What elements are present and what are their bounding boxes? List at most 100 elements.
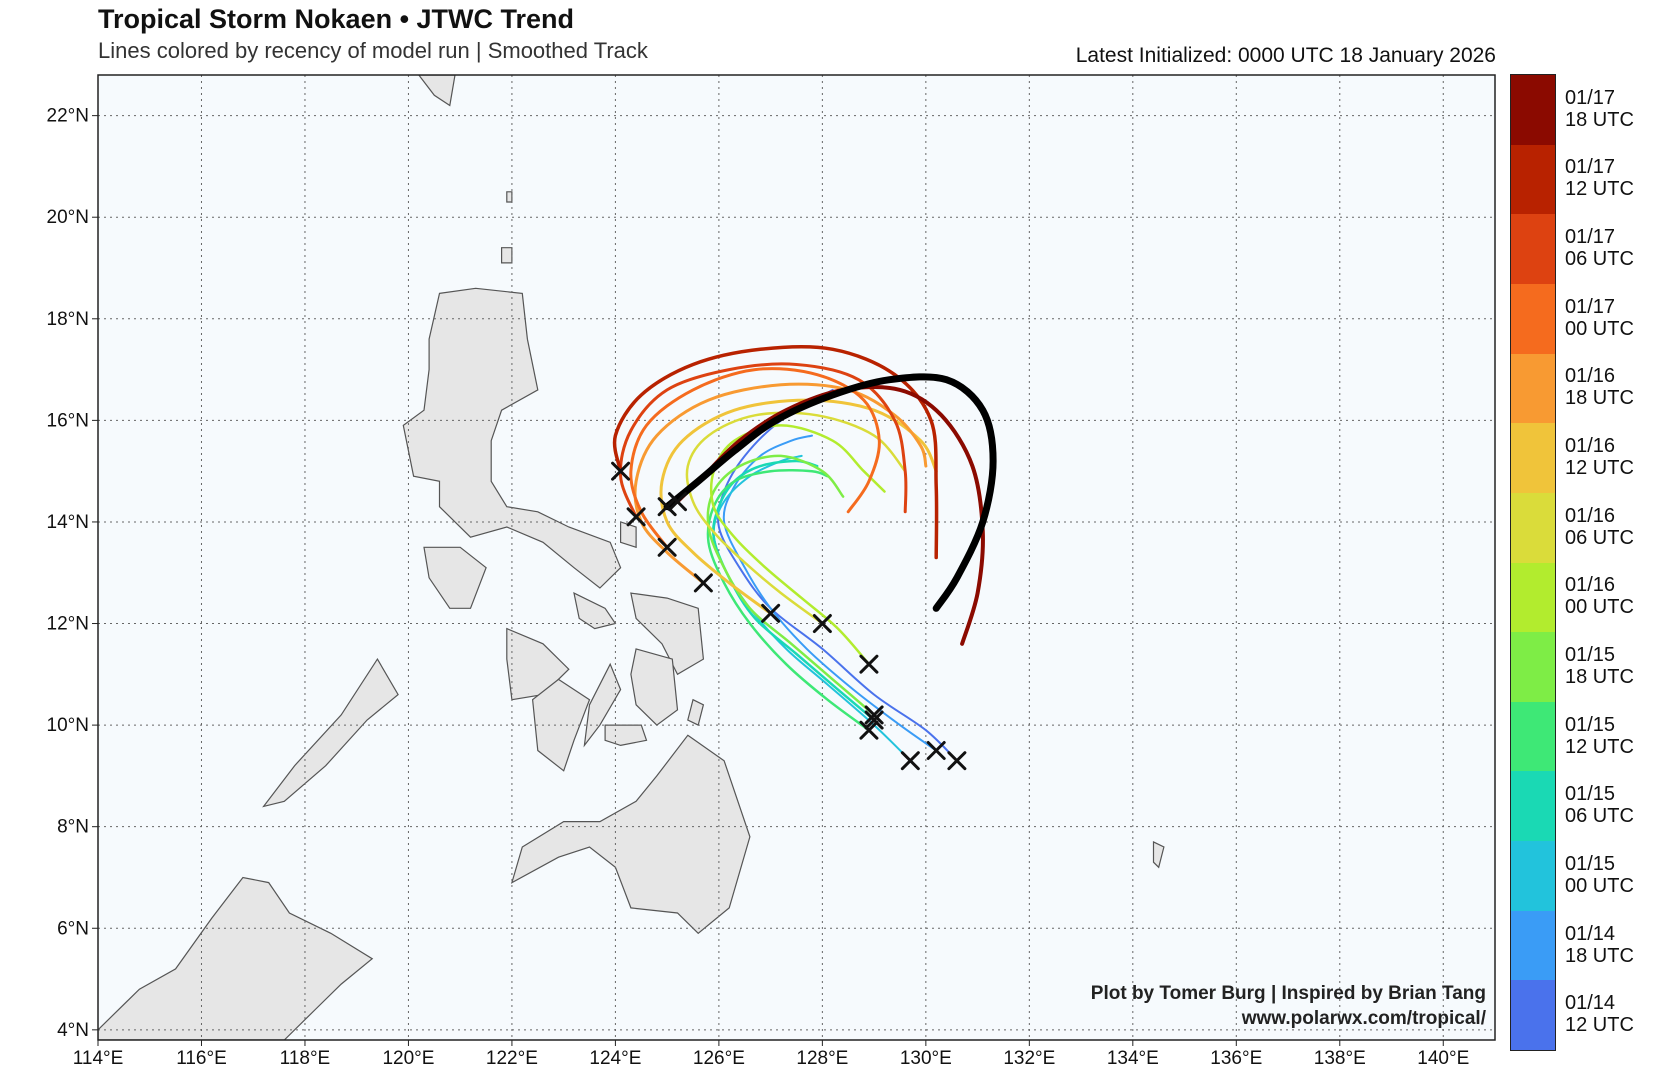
track-line <box>629 367 881 549</box>
initial-position-marker <box>657 537 677 557</box>
initial-position-marker <box>859 654 879 674</box>
lat-tick-label: 8°N <box>57 817 89 838</box>
initial-position-marker <box>611 461 631 481</box>
latitude-ticks: 4°N 6°N 8°N 10°N 12°N 14°N 16°N 18°N 20°N 22°N <box>47 106 98 1041</box>
initial-position-marker <box>859 720 879 740</box>
lat-tick-label: 22°N <box>47 106 89 127</box>
colorbar-segment <box>1511 423 1555 494</box>
colorbar-label-time: 18 UTC <box>1565 944 1634 967</box>
masbate-island <box>573 592 617 630</box>
longitude-ticks: 114°E 116°E 118°E 120°E 122°E 124°E 126°E 128°E… <box>73 1040 1469 1068</box>
colorbar-label-date: 01/17 <box>1565 86 1616 109</box>
track-layer <box>612 344 997 762</box>
colorbar-label: 01/16 06 UTC <box>1565 505 1634 549</box>
colorbar-segment <box>1511 910 1555 981</box>
lon-tick-label: 132°E <box>1003 1048 1055 1068</box>
lon-tick-label: 140°E <box>1417 1048 1469 1068</box>
initial-position-marker <box>761 603 781 623</box>
lat-tick-label: 6°N <box>57 918 89 939</box>
colorbar-segment <box>1511 841 1555 912</box>
babuyan-island <box>501 247 513 264</box>
chart-title: Tropical Storm Nokaen • JTWC Trend <box>98 4 575 34</box>
lon-tick-label: 120°E <box>382 1048 434 1068</box>
luzon-island <box>402 287 622 589</box>
lon-tick-label: 134°E <box>1107 1048 1159 1068</box>
palau-island <box>1152 840 1165 869</box>
colorbar-label-time: 18 UTC <box>1565 108 1634 131</box>
colorbar-label-time: 06 UTC <box>1565 805 1634 828</box>
initial-position-marker <box>657 497 677 517</box>
colorbar-label: 01/17 06 UTC <box>1565 226 1634 270</box>
track-line <box>663 373 997 612</box>
taiwan-tip <box>418 75 456 107</box>
initial-position-marker <box>626 507 646 527</box>
credit-url: www.polarwx.com/tropical/ <box>1241 1008 1486 1029</box>
colorbar-segment <box>1511 632 1555 703</box>
latest-initialized: Latest Initialized: 0000 UTC 18 January … <box>1075 44 1496 67</box>
track-line <box>712 459 876 722</box>
colorbar-label: 01/16 18 UTC <box>1565 365 1634 409</box>
lat-tick-label: 14°N <box>47 512 89 533</box>
colorbar-segment <box>1511 771 1555 842</box>
colorbar-label-date: 01/14 <box>1565 922 1616 945</box>
track-line <box>722 434 938 752</box>
lon-tick-label: 116°E <box>176 1048 227 1068</box>
colorbar-segment <box>1511 562 1555 633</box>
colorbar-label-time: 00 UTC <box>1565 317 1634 340</box>
colorbar-label-date: 01/15 <box>1565 852 1616 875</box>
map-frame <box>97 74 1496 1041</box>
colorbar-label-date: 01/16 <box>1565 504 1616 527</box>
cebu-island <box>583 662 622 748</box>
map-background <box>98 75 1495 1040</box>
lat-tick-label: 10°N <box>47 715 89 736</box>
track-line <box>633 382 928 585</box>
track-line <box>675 385 985 646</box>
colorbar-label-time: 18 UTC <box>1565 387 1634 410</box>
track-line <box>706 468 871 732</box>
colorbar-label-date: 01/15 <box>1565 783 1616 806</box>
initial-position-marker <box>864 705 884 725</box>
colorbar-label: 01/15 00 UTC <box>1565 853 1634 897</box>
colorbar-label: 01/15 06 UTC <box>1565 783 1634 827</box>
chart-subtitle: Lines colored by recency of model run | … <box>98 38 648 63</box>
track-line <box>659 398 938 615</box>
colorbar-label: 01/16 12 UTC <box>1565 435 1634 479</box>
colorbar-label-time: 12 UTC <box>1565 735 1634 758</box>
lon-tick-label: 138°E <box>1314 1048 1366 1068</box>
lat-tick-label: 16°N <box>47 410 89 431</box>
initial-position-marker <box>900 751 920 771</box>
colorbar-label-date: 01/16 <box>1565 365 1616 388</box>
colorbar-label: 01/15 12 UTC <box>1565 714 1634 758</box>
colorbar <box>1510 74 1556 1051</box>
initial-position-marker <box>812 614 832 634</box>
colorbar-label-time: 06 UTC <box>1565 526 1634 549</box>
lon-tick-label: 136°E <box>1210 1048 1262 1068</box>
colorbar-label-time: 12 UTC <box>1565 178 1634 201</box>
colorbar-label-date: 01/17 <box>1565 226 1616 249</box>
lat-tick-label: 12°N <box>47 614 89 635</box>
lon-tick-label: 130°E <box>900 1048 952 1068</box>
colorbar-segment <box>1511 75 1555 146</box>
initial-position-marker <box>667 492 687 512</box>
lat-tick-label: 20°N <box>47 207 89 228</box>
palawan-island <box>262 657 399 808</box>
colorbar-label-time: 00 UTC <box>1565 874 1634 897</box>
colorbar-label: 01/17 18 UTC <box>1565 87 1634 131</box>
colorbar-segment <box>1511 980 1555 1051</box>
borneo-landmass <box>98 876 374 1040</box>
track-line <box>709 424 886 666</box>
colorbar-label: 01/15 18 UTC <box>1565 644 1634 688</box>
colorbar-segment <box>1511 353 1555 424</box>
initial-position-marker <box>693 573 713 593</box>
land-layer <box>98 75 1165 1040</box>
gridlines <box>98 75 1495 1040</box>
lat-tick-label: 4°N <box>57 1020 89 1041</box>
colorbar-label: 01/14 12 UTC <box>1565 992 1634 1036</box>
colorbar-label-date: 01/16 <box>1565 435 1616 458</box>
colorbar-label-date: 01/15 <box>1565 643 1616 666</box>
lon-tick-label: 126°E <box>693 1048 745 1068</box>
track-line <box>685 411 907 625</box>
lon-tick-label: 118°E <box>280 1048 331 1068</box>
colorbar-label-time: 18 UTC <box>1565 665 1634 688</box>
